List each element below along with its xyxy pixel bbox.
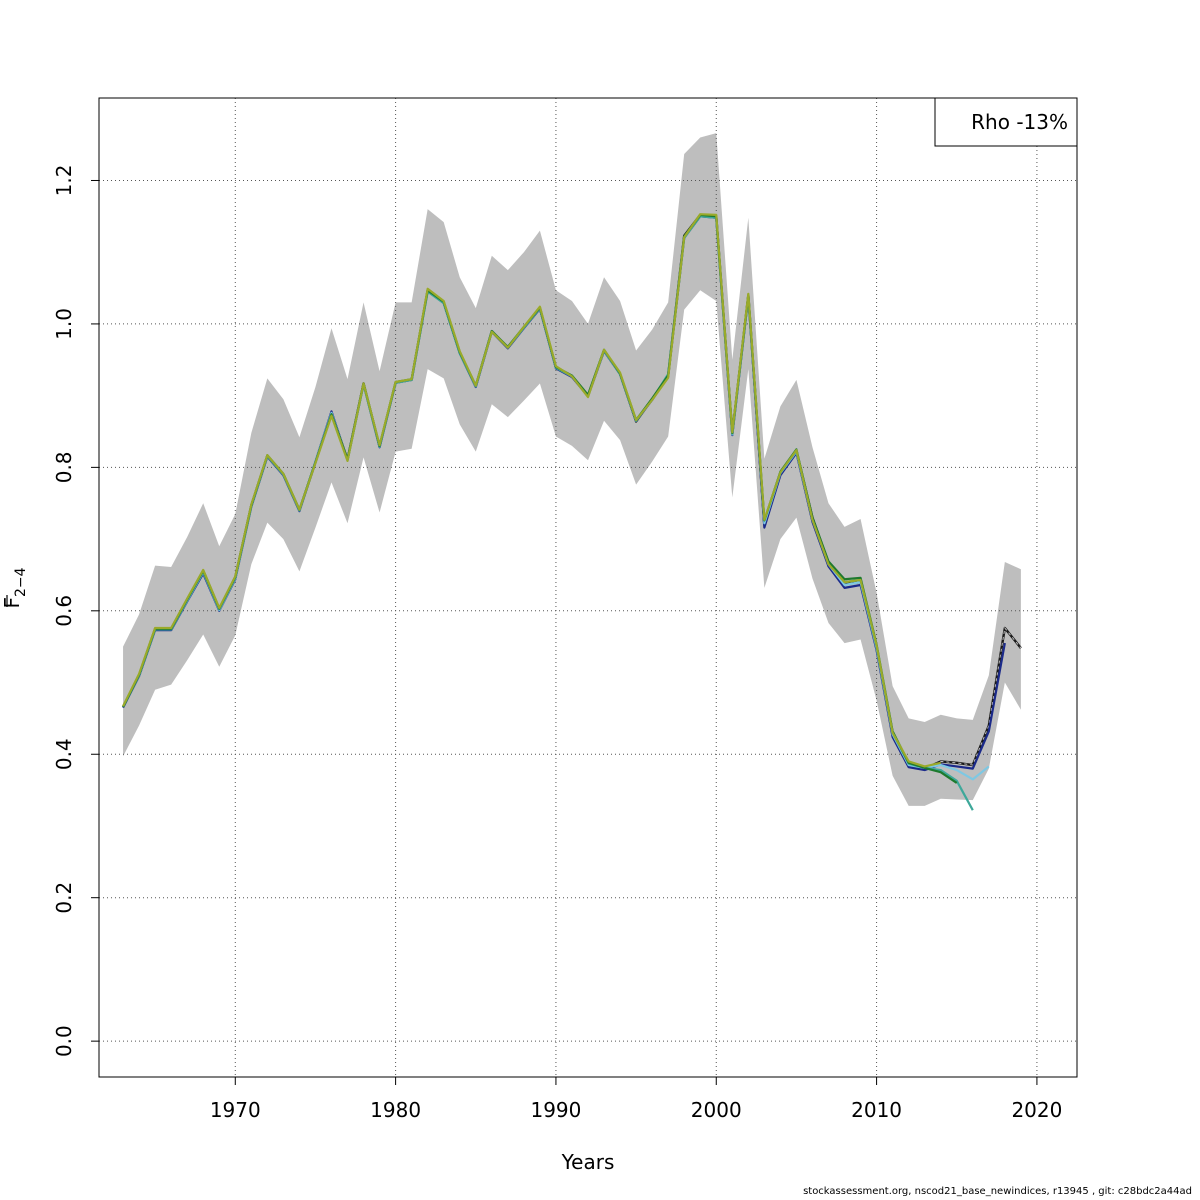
- confidence-band-area: [123, 133, 1021, 806]
- y-tick-label: 1.2: [52, 165, 76, 197]
- y-tick-label: 0.8: [52, 451, 76, 483]
- legend-box: [934, 97, 1078, 147]
- y-tick-label: 1.0: [52, 308, 76, 340]
- y-tick-label: 0.2: [52, 882, 76, 914]
- grid: [99, 98, 1077, 1077]
- x-axis-title: Years: [561, 1150, 615, 1174]
- y-axis: 0.0 0.2 0.4 0.6 0.8 1.0 1.2: [52, 165, 99, 1057]
- y-axis-title: F2−4: [0, 567, 29, 608]
- y-tick-label: 0.0: [52, 1025, 76, 1057]
- legend-text: Rho -13%: [971, 110, 1068, 134]
- y-axis-title-subscript: 2−4: [13, 567, 29, 597]
- footer-source-note: stockassessment.org, nscod21_base_newind…: [803, 1186, 1192, 1197]
- x-tick-label: 2010: [851, 1098, 902, 1122]
- series-lines: [121, 213, 1022, 811]
- confidence-band: [123, 133, 1021, 806]
- series-line-6: [122, 213, 941, 768]
- x-tick-label: 2020: [1011, 1098, 1062, 1122]
- y-axis-title-main: F: [0, 597, 24, 609]
- x-axis: 1970 1980 1990 2000 2010 2020: [210, 1077, 1062, 1122]
- y-tick-label: 0.4: [52, 738, 76, 770]
- x-tick-label: 2000: [691, 1098, 742, 1122]
- x-tick-label: 1970: [210, 1098, 261, 1122]
- y-tick-label: 0.6: [52, 595, 76, 627]
- x-tick-label: 1990: [530, 1098, 581, 1122]
- x-tick-label: 1980: [370, 1098, 421, 1122]
- legend: Rho -13%: [934, 97, 1078, 147]
- plot-frame: [98, 97, 1078, 1078]
